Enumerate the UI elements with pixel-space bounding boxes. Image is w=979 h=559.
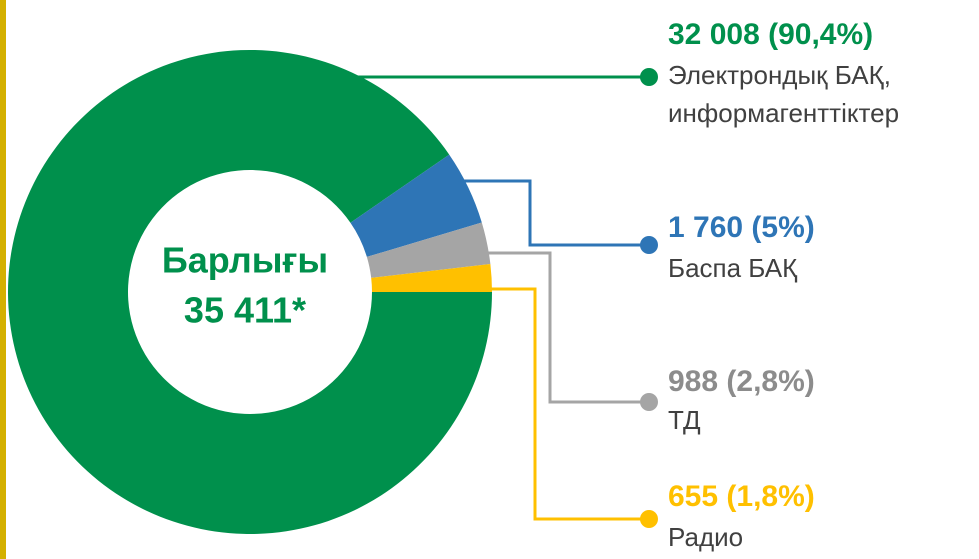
legend-label: Электрондық БАҚ, информагенттіктер — [668, 60, 900, 128]
leader-dot — [640, 510, 658, 528]
leader-line — [486, 251, 649, 404]
legend-label: ТД — [668, 405, 701, 435]
side-bar — [0, 0, 6, 559]
donut-segment — [366, 222, 491, 278]
leader-dot — [640, 393, 658, 411]
value-label: 32 008 (90,4%) — [668, 18, 873, 51]
leader-line — [488, 287, 649, 521]
legend-label: Радио — [668, 522, 744, 552]
value-label: 655 (1,8%) — [668, 480, 815, 513]
value-label: 1 760 (5%) — [668, 211, 815, 244]
leader-dot — [640, 68, 658, 86]
leader-dot — [640, 236, 658, 254]
donut-segment — [371, 263, 492, 292]
center-title: Барлығы — [162, 240, 328, 281]
legend-label: Баспа БАҚ — [668, 253, 798, 283]
value-label: 988 (2,8%) — [668, 365, 815, 398]
donut-segment — [7, 49, 493, 535]
center-value: 35 411* — [184, 290, 306, 331]
leader-line — [458, 179, 649, 247]
donut — [7, 49, 493, 535]
donut-segment — [350, 154, 482, 257]
